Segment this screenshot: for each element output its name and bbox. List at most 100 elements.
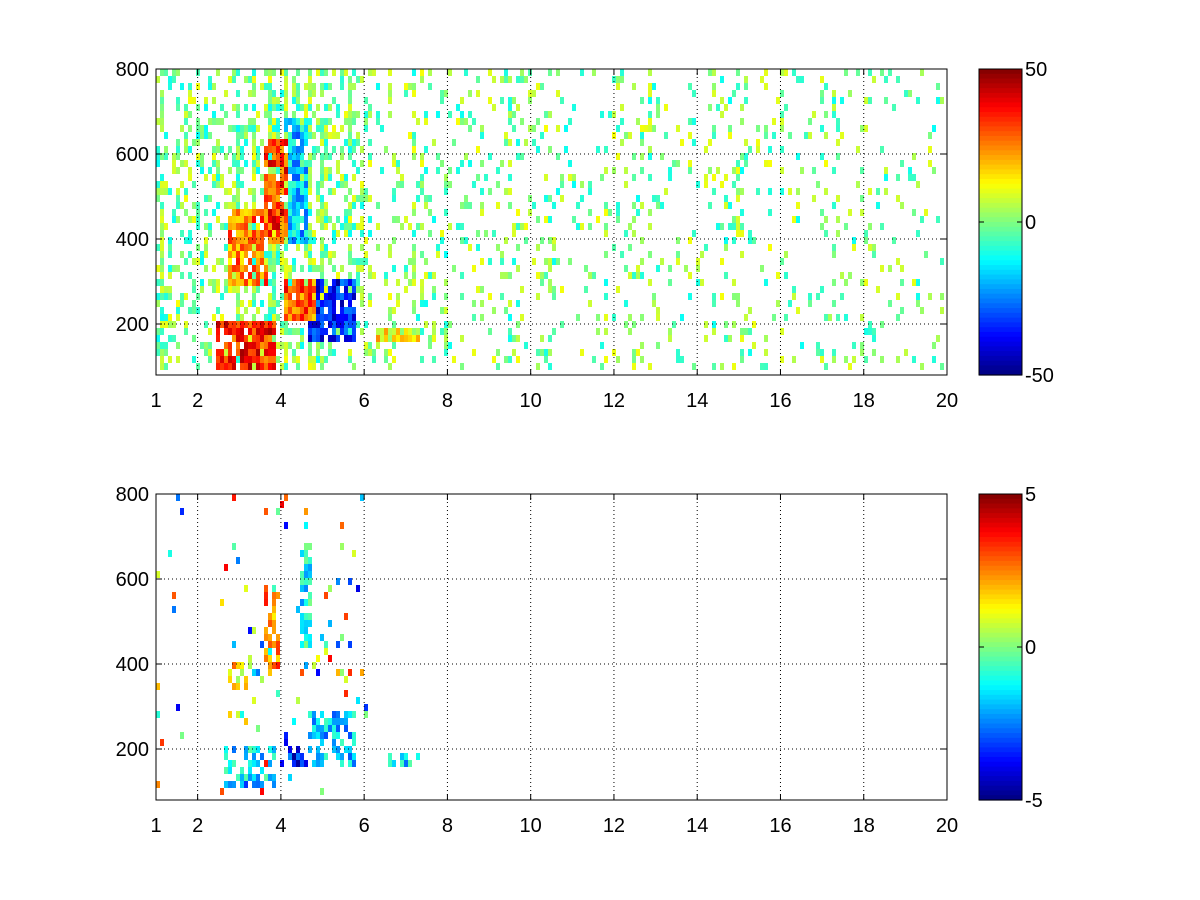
- heatmap-cell: [284, 363, 288, 370]
- heatmap-cell: [460, 272, 464, 279]
- heatmap-cell: [232, 286, 236, 293]
- heatmap-cell: [492, 356, 496, 363]
- heatmap-cell: [252, 153, 256, 160]
- heatmap-cell: [648, 146, 652, 153]
- heatmap-cell: [348, 746, 352, 753]
- heatmap-cell: [224, 321, 228, 328]
- heatmap-cell: [392, 153, 396, 160]
- x-tick-label: 18: [853, 815, 875, 837]
- heatmap-cell: [648, 125, 652, 132]
- heatmap-cell: [364, 342, 368, 349]
- heatmap-cell: [464, 118, 468, 125]
- heatmap-cell: [364, 711, 368, 718]
- heatmap-cell: [260, 767, 264, 774]
- heatmap-cell: [168, 550, 172, 557]
- heatmap-cell: [344, 139, 348, 146]
- heatmap-cell: [388, 244, 392, 251]
- heatmap-cell: [616, 209, 620, 216]
- heatmap-cell: [648, 69, 652, 76]
- heatmap-cell: [388, 83, 392, 90]
- colorbar-segment: [979, 121, 1022, 127]
- heatmap-cell: [268, 153, 272, 160]
- colorbar-segment: [979, 331, 1022, 338]
- heatmap-cell: [704, 181, 708, 188]
- heatmap-cell: [232, 76, 236, 83]
- heatmap-cell: [320, 167, 324, 174]
- heatmap-cell: [232, 543, 236, 550]
- heatmap-cell: [308, 592, 312, 599]
- heatmap-cell: [344, 676, 348, 683]
- heatmap-cell: [176, 139, 180, 146]
- heatmap-cell: [636, 272, 640, 279]
- heatmap-cell: [344, 223, 348, 230]
- heatmap-cell: [504, 188, 508, 195]
- heatmap-cell: [568, 118, 572, 125]
- heatmap-cell: [412, 307, 416, 314]
- heatmap-cell: [396, 293, 400, 300]
- heatmap-cell: [336, 669, 340, 676]
- heatmap-cell: [348, 760, 352, 767]
- colorbar-segment: [979, 603, 1022, 610]
- heatmap-cell: [616, 125, 620, 132]
- heatmap-cell: [516, 76, 520, 83]
- heatmap-cell: [420, 153, 424, 160]
- heatmap-cell: [308, 307, 312, 314]
- heatmap-cell: [192, 286, 196, 293]
- colorbar-segment: [979, 207, 1022, 214]
- heatmap-cell: [704, 335, 708, 342]
- heatmap-cell: [308, 599, 312, 606]
- heatmap-cell: [252, 286, 256, 293]
- heatmap-cell: [216, 349, 220, 356]
- heatmap-cell: [320, 788, 324, 795]
- heatmap-cell: [244, 237, 248, 244]
- heatmap-cell: [252, 356, 256, 363]
- heatmap-cell: [336, 286, 340, 293]
- heatmap-cell: [412, 328, 416, 335]
- heatmap-cell: [324, 328, 328, 335]
- heatmap-cell: [648, 223, 652, 230]
- heatmap-cell: [156, 153, 160, 160]
- heatmap-cell: [504, 307, 508, 314]
- heatmap-cell: [256, 781, 260, 788]
- heatmap-cell: [512, 230, 516, 237]
- heatmap-cell: [248, 125, 252, 132]
- heatmap-cell: [300, 314, 304, 321]
- heatmap-cell: [528, 125, 532, 132]
- heatmap-cell: [308, 279, 312, 286]
- heatmap-cell: [708, 139, 712, 146]
- heatmap-cell: [360, 181, 364, 188]
- colorbar-segment: [979, 723, 1022, 729]
- heatmap-cell: [216, 328, 220, 335]
- heatmap-cell: [268, 613, 272, 620]
- heatmap-cell: [636, 349, 640, 356]
- heatmap-cell: [304, 132, 308, 139]
- colorbar-segment: [979, 241, 1022, 247]
- heatmap-cell: [640, 132, 644, 139]
- heatmap-cell: [284, 90, 288, 97]
- heatmap-cell: [240, 216, 244, 223]
- heatmap-cell: [296, 125, 300, 132]
- heatmap-cell: [208, 223, 212, 230]
- heatmap-cell: [340, 718, 344, 725]
- heatmap-cell: [296, 760, 300, 767]
- x-tick-label: 10: [520, 390, 542, 412]
- heatmap-cell: [312, 265, 316, 272]
- heatmap-cell: [348, 641, 352, 648]
- heatmap-cell: [324, 244, 328, 251]
- heatmap-cell: [344, 711, 348, 718]
- heatmap-cell: [268, 760, 272, 767]
- heatmap-cell: [312, 321, 316, 328]
- heatmap-cell: [236, 174, 240, 181]
- heatmap-cell: [220, 314, 224, 321]
- heatmap-cell: [228, 349, 232, 356]
- heatmap-cell: [336, 279, 340, 286]
- heatmap-cell: [424, 321, 428, 328]
- heatmap-cell: [276, 97, 280, 104]
- heatmap-cell: [712, 328, 716, 335]
- heatmap-cell: [488, 328, 492, 335]
- heatmap-cell: [320, 286, 324, 293]
- heatmap-cell: [296, 195, 300, 202]
- heatmap-cell: [160, 181, 164, 188]
- heatmap-cell: [248, 627, 252, 634]
- heatmap-cell: [220, 118, 224, 125]
